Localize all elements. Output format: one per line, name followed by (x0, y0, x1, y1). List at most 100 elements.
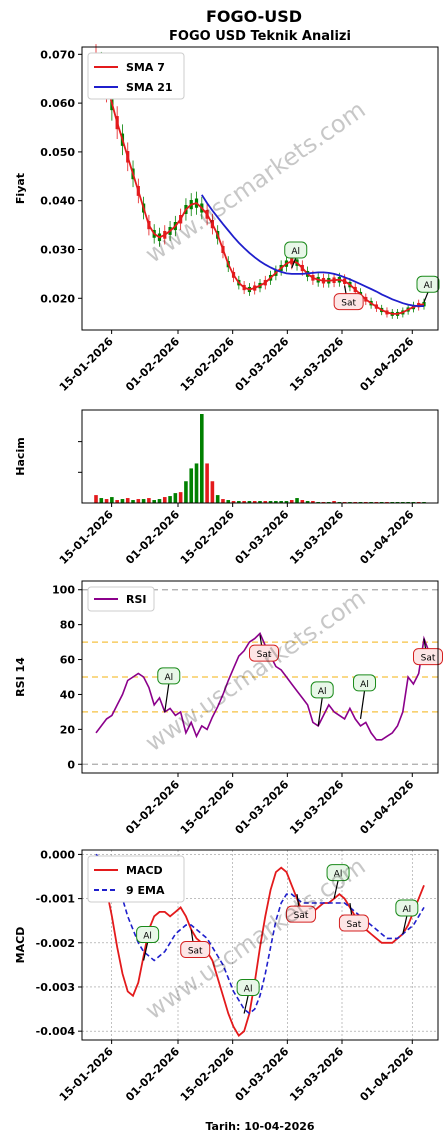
volume-bar (279, 501, 283, 503)
volume-bar (141, 499, 146, 503)
price-signal-0-label: Al (291, 247, 300, 257)
macd-axes (81, 849, 439, 1041)
macd-y-tick-label: 0.000 (40, 848, 75, 861)
price-y-tick-label: 0.060 (40, 97, 75, 110)
rsi-y-tick-label: 60 (60, 654, 76, 667)
macd-signal-7-arrow (402, 915, 408, 935)
macd-signal-2-label: Sat (188, 947, 203, 957)
rsi-signal-0-box (157, 667, 181, 685)
volume-bar (125, 498, 130, 503)
volume-bar (205, 463, 209, 503)
macd-series-line (95, 862, 425, 1037)
rsi-signal-0-label: Al (164, 673, 173, 683)
figure-title: FOGO-USD (206, 7, 302, 26)
volume-bar (94, 495, 98, 503)
volume-axes (81, 409, 439, 504)
price-signal-1-label: Sat (341, 299, 356, 309)
price-legend-entry: SMA 7 (126, 61, 165, 74)
price-signal-2-box (416, 275, 440, 293)
chart-title: FOGO USD Teknik Analizi (169, 29, 351, 44)
macd-y-tick-label: -0.002 (36, 937, 75, 950)
volume-bar (289, 500, 294, 503)
rsi-signal-4-label: Sat (421, 654, 436, 664)
rsi-y-tick-label: 100 (52, 584, 75, 597)
price-series-sma21 (201, 194, 424, 307)
rsi-axes (81, 580, 439, 774)
volume-bar (226, 500, 231, 503)
rsi-legend-entry: RSI (126, 593, 147, 606)
macd-signal-5-label: Al (334, 870, 343, 880)
volume-bar (221, 499, 225, 503)
macd-y-tick-label: -0.004 (36, 1025, 76, 1038)
price-signal-1-box (333, 293, 364, 311)
volume-bar (115, 500, 119, 503)
price-y-tick-label: 0.040 (40, 195, 75, 208)
volume-bar (215, 495, 220, 503)
price-legend-entry: SMA 21 (126, 81, 173, 94)
footer-date: Tarih: 10-04-2026 (205, 1120, 314, 1133)
price-signal-0-arrow (291, 257, 297, 269)
price-y-tick-label: 0.050 (40, 146, 75, 159)
macd-signal-2-box (180, 941, 211, 959)
rsi-y-tick-label: 0 (67, 758, 75, 771)
macd-signal-6-label: Sat (347, 920, 362, 930)
volume-bar (268, 501, 273, 503)
rsi-signal-2-arrow (317, 697, 323, 726)
price-signal-2-label: Al (424, 281, 433, 291)
macd-legend-entry: MACD (126, 864, 163, 877)
rsi-ylabel: RSI 14 (14, 657, 27, 697)
volume-bar (184, 481, 188, 503)
macd-signal-6-box (338, 914, 369, 932)
macd-signal-1-box (136, 925, 160, 943)
volume-bar (189, 468, 194, 503)
volume-bar (168, 496, 172, 503)
macd-signal-7-box (395, 899, 419, 917)
volume-bar (152, 500, 156, 503)
volume-bar (274, 501, 278, 503)
macd-signal-5-box (326, 864, 350, 882)
volume-bar (178, 492, 183, 503)
macd-signal-3-label: Al (244, 984, 253, 994)
macd-ylabel: MACD (14, 927, 27, 964)
macd-signal-4-box (286, 905, 317, 923)
volume-bar (231, 501, 236, 503)
macd-signal-7-label: Al (403, 905, 412, 915)
rsi-signal-0-arrow (164, 683, 170, 712)
volume-bar (104, 499, 109, 503)
price-axes (81, 46, 439, 331)
volume-bar (263, 501, 268, 503)
volume-bar (311, 501, 315, 503)
volume-bar (247, 501, 252, 503)
rsi-y-tick-label: 40 (60, 688, 76, 701)
rsi-signal-3-arrow (359, 690, 366, 719)
volume-bar (200, 414, 204, 503)
volume-bar (284, 501, 289, 503)
price-y-tick-label: 0.030 (40, 243, 75, 256)
price-y-tick-label: 0.020 (40, 292, 75, 305)
volume-bar (242, 501, 246, 503)
macd-signal-5-arrow (333, 880, 339, 899)
volume-bar (131, 500, 135, 503)
rsi-signal-2-box (310, 681, 334, 699)
volume-bar (300, 500, 305, 503)
volume-bar (237, 501, 241, 503)
macd-signal-line (95, 853, 425, 1015)
price-signal-2-arrow (423, 291, 429, 303)
volume-bar (99, 498, 104, 503)
volume-bar (110, 497, 114, 503)
rsi-signal-1-label: Sat (257, 650, 272, 660)
rsi-legend-box (87, 586, 155, 612)
volume-bar (258, 501, 262, 503)
volume-ylabel: Hacim (14, 437, 27, 475)
price-signal-0-box (284, 241, 308, 259)
rsi-y-tick-label: 80 (60, 619, 76, 632)
macd-y-tick-label: -0.003 (36, 981, 75, 994)
volume-bar (120, 499, 125, 503)
macd-signal-1-arrow (143, 942, 149, 961)
macd-legend-entry: 9 EMA (126, 884, 165, 897)
volume-bar (305, 501, 310, 503)
volume-bar (295, 498, 299, 503)
rsi-signal-3-label: Al (360, 680, 369, 690)
